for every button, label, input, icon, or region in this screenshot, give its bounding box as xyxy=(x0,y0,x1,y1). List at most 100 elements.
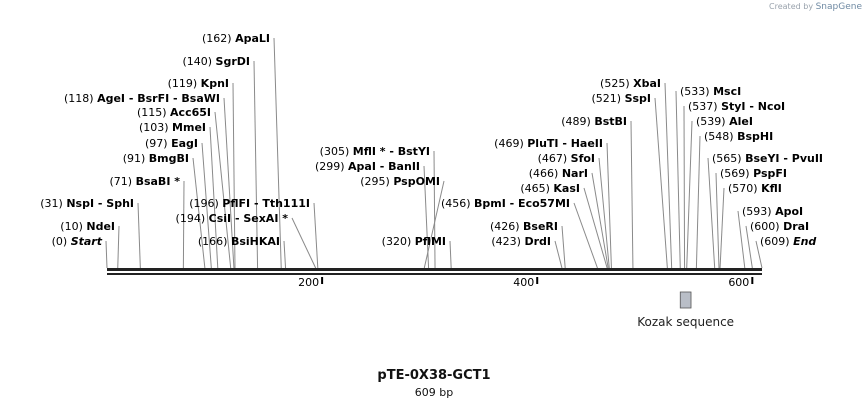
site-position: (10) xyxy=(60,220,86,233)
site-name: CsiI - SexAI * xyxy=(209,212,289,225)
restriction-site-label[interactable]: (162) ApaLI xyxy=(202,32,270,45)
site-position: (299) xyxy=(315,160,348,173)
sequence-backbone xyxy=(107,268,762,275)
site-name: SgrDI xyxy=(216,55,250,68)
restriction-site-label[interactable]: (97) EagI xyxy=(145,137,198,150)
site-connector-line xyxy=(573,202,598,269)
site-position: (115) xyxy=(137,106,170,119)
site-connector-line xyxy=(423,165,430,269)
site-connector-line xyxy=(755,240,763,269)
site-position: (295) xyxy=(360,175,393,188)
site-connector-line xyxy=(554,240,563,269)
restriction-site-label[interactable]: (466) NarI xyxy=(529,167,588,180)
feature-kozak-box[interactable] xyxy=(679,291,692,309)
site-position: (548) xyxy=(704,130,737,143)
restriction-site-label[interactable]: (71) BsaBI * xyxy=(110,175,181,188)
restriction-site-label[interactable]: (299) ApaI - BanII xyxy=(315,160,420,173)
site-position: (305) xyxy=(320,145,353,158)
site-position: (593) xyxy=(742,205,775,218)
site-position: (119) xyxy=(168,77,201,90)
site-name: MflI * - BstYI xyxy=(353,145,430,158)
site-position: (525) xyxy=(600,77,633,90)
restriction-site-label[interactable]: (533) MscI xyxy=(680,85,741,98)
site-position: (489) xyxy=(561,115,594,128)
restriction-site-label[interactable]: (140) SgrDI xyxy=(182,55,250,68)
site-position: (103) xyxy=(139,121,172,134)
site-position: (0) xyxy=(52,235,71,248)
site-connector-line xyxy=(433,150,436,269)
restriction-site-label[interactable]: (10) NdeI xyxy=(60,220,115,233)
restriction-site-label[interactable]: (456) BpmI - Eco57MI xyxy=(441,197,570,210)
site-position: (565) xyxy=(712,152,745,165)
site-connector-line xyxy=(654,97,668,269)
site-connector-line xyxy=(209,126,219,269)
site-position: (118) xyxy=(64,92,97,105)
site-connector-line xyxy=(117,225,120,269)
site-connector-line xyxy=(283,240,287,269)
restriction-site-label[interactable]: (539) AleI xyxy=(696,115,753,128)
site-position: (456) xyxy=(441,197,474,210)
site-name: MscI xyxy=(713,85,741,98)
site-name: KflI xyxy=(761,182,782,195)
site-connector-line xyxy=(223,97,235,269)
site-position: (31) xyxy=(40,197,66,210)
site-connector-line xyxy=(598,157,610,269)
restriction-site-label[interactable]: (115) Acc65I xyxy=(137,106,211,119)
restriction-site-label[interactable]: (166) BsiHKAI xyxy=(198,235,280,248)
restriction-site-label[interactable]: (119) KpnI xyxy=(168,77,229,90)
restriction-site-label[interactable]: (465) KasI xyxy=(520,182,580,195)
site-name: Start xyxy=(71,235,103,248)
site-connector-line xyxy=(737,210,746,269)
restriction-site-label[interactable]: (305) MflI * - BstYI xyxy=(320,145,430,158)
site-position: (166) xyxy=(198,235,231,248)
site-connector-line xyxy=(583,187,608,269)
restriction-site-label[interactable]: (525) XbaI xyxy=(600,77,661,90)
site-name: SfoI xyxy=(571,152,595,165)
restriction-site-label[interactable]: (593) ApoI xyxy=(742,205,803,218)
restriction-site-label[interactable]: (489) BstBI xyxy=(561,115,627,128)
site-name: BsiHKAI xyxy=(231,235,280,248)
restriction-site-label[interactable]: (569) PspFI xyxy=(720,167,787,180)
restriction-site-label[interactable]: (0) Start xyxy=(52,235,103,248)
restriction-site-label[interactable]: (467) SfoI xyxy=(538,152,595,165)
site-name: PflMI xyxy=(415,235,446,248)
restriction-site-label[interactable]: (295) PspOMI xyxy=(360,175,440,188)
site-connector-line xyxy=(253,60,259,269)
site-name: KpnI xyxy=(201,77,229,90)
restriction-site-label[interactable]: (537) StyI - NcoI xyxy=(688,100,785,113)
site-position: (539) xyxy=(696,115,729,128)
site-connector-line xyxy=(715,172,720,269)
site-connector-line xyxy=(719,187,725,269)
site-name: BpmI - Eco57MI xyxy=(474,197,570,210)
restriction-site-label[interactable]: (423) DrdI xyxy=(491,235,551,248)
restriction-site-label[interactable]: (600) DraI xyxy=(750,220,809,233)
restriction-site-label[interactable]: (469) PluTI - HaeII xyxy=(494,137,603,150)
site-connector-line xyxy=(182,180,185,269)
site-position: (426) xyxy=(490,220,523,233)
restriction-site-label[interactable]: (426) BseRI xyxy=(490,220,558,233)
restriction-site-label[interactable]: (118) AgeI - BsrFI - BsaWI xyxy=(64,92,220,105)
plasmid-name: pTE-0X38-GCT1 xyxy=(377,368,491,383)
site-labels: (0) Start (600) DraI (609) End (10) NdeI (59… xyxy=(40,32,823,248)
restriction-site-label[interactable]: (31) NspI - SphI xyxy=(40,197,134,210)
site-connector-line xyxy=(105,240,108,269)
site-position: (537) xyxy=(688,100,721,113)
watermark-prefix: Created by xyxy=(769,2,814,11)
restriction-site-label[interactable]: (194) CsiI - SexAI * xyxy=(176,212,289,225)
site-position: (97) xyxy=(145,137,171,150)
restriction-site-label[interactable]: (103) MmeI xyxy=(139,121,206,134)
site-position: (465) xyxy=(520,182,553,195)
site-connector-line xyxy=(291,217,317,269)
restriction-site-label[interactable]: (565) BseYI - PvuII xyxy=(712,152,823,165)
restriction-site-label[interactable]: (91) BmgBI xyxy=(123,152,189,165)
restriction-site-label[interactable]: (196) PflFI - Tth111I xyxy=(189,197,310,210)
restriction-site-label[interactable]: (548) BspHI xyxy=(704,130,773,143)
site-name: MmeI xyxy=(172,121,206,134)
restriction-site-label[interactable]: (521) SspI xyxy=(591,92,651,105)
restriction-site-label[interactable]: (320) PflMI xyxy=(382,235,446,248)
restriction-site-label[interactable]: (570) KflI xyxy=(728,182,782,195)
restriction-site-label[interactable]: (609) End xyxy=(760,235,816,248)
site-connector-line xyxy=(686,120,693,269)
site-name: ApaI - BanII xyxy=(348,160,420,173)
